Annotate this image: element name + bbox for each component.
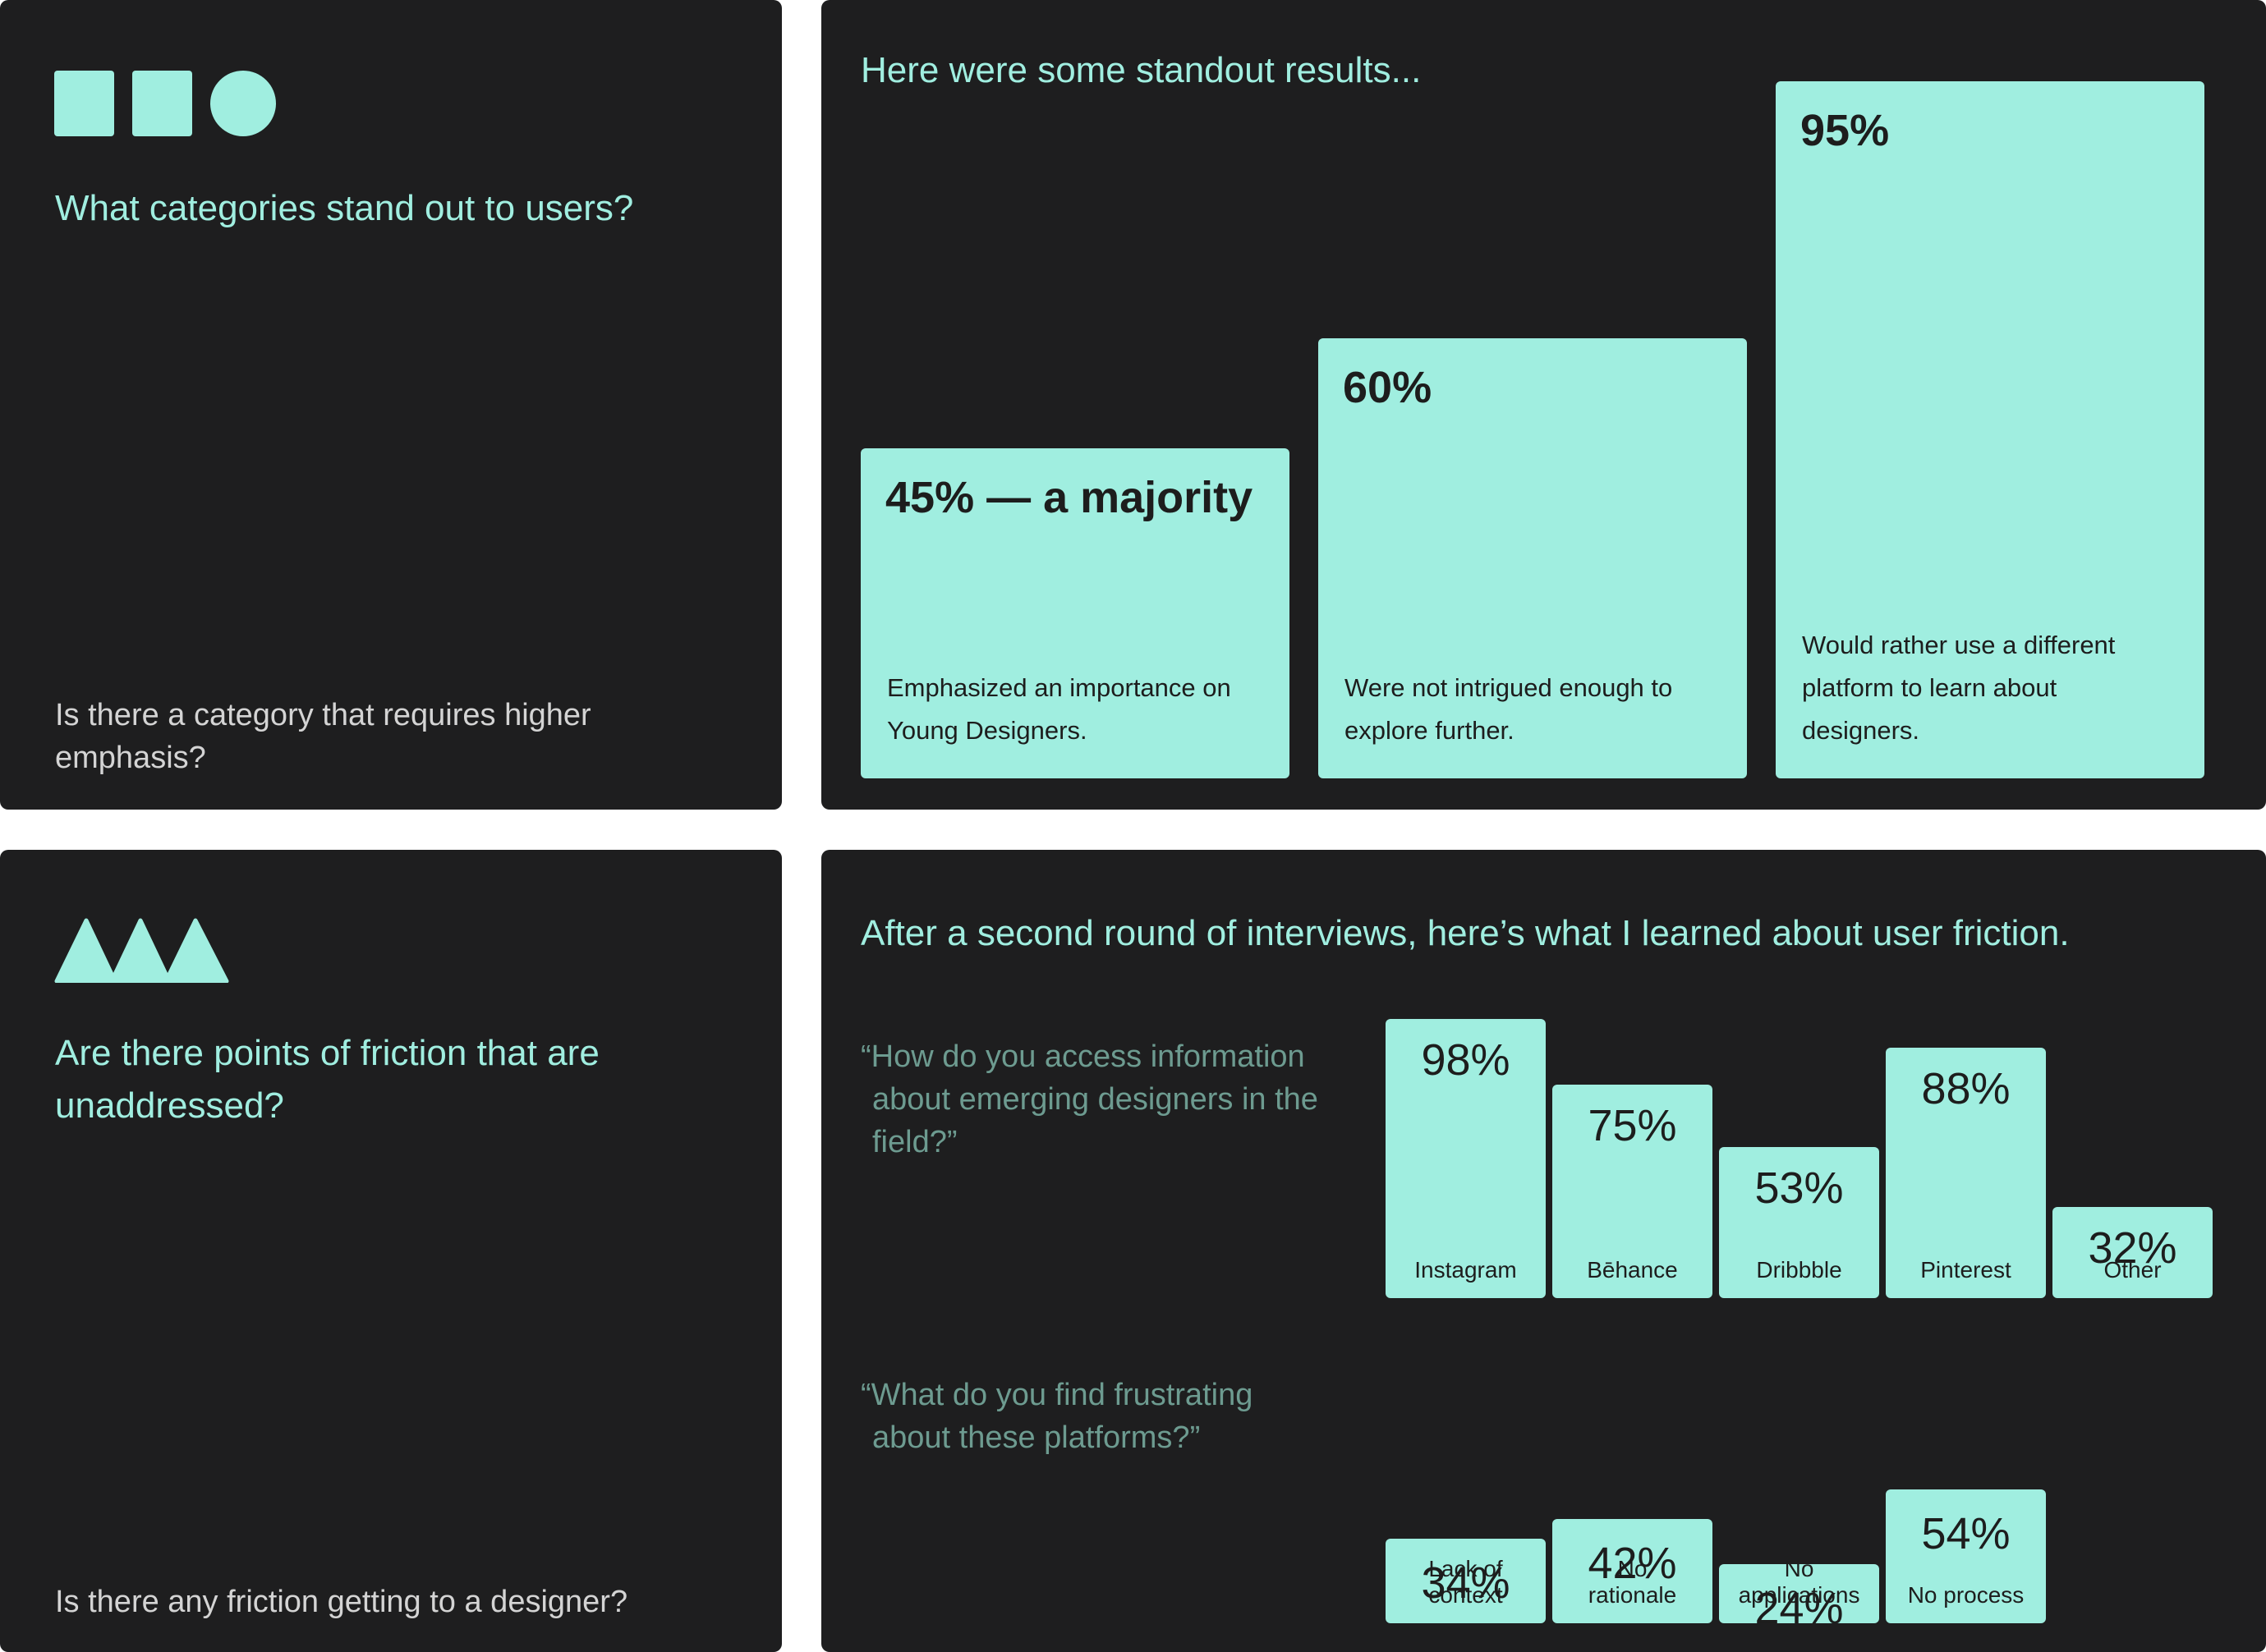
- bar-label: No process: [1907, 1582, 2025, 1608]
- access-question-quote: “How do you access information about eme…: [861, 1039, 1318, 1159]
- frustration-bar: 42% No rationale: [1552, 1519, 1712, 1623]
- result-value: 45% — a majority: [885, 473, 1253, 522]
- panel-subquestion: Is there a category that requires higher…: [55, 698, 591, 775]
- platform-bar: 53% Dribbble: [1719, 1147, 1879, 1298]
- platform-bar: 98% Instagram: [1386, 1019, 1546, 1298]
- bar-label: Pinterest: [1920, 1257, 2011, 1283]
- bar-value: 32%: [2088, 1223, 2177, 1273]
- panel-question: What categories stand out to users?: [55, 188, 634, 228]
- categories-panel: What categories stand out to users? Is t…: [0, 0, 782, 810]
- standout-results-panel: Here were some standout results... 45% —…: [821, 0, 2266, 810]
- result-value: 60%: [1343, 363, 1432, 412]
- panel-question: Are there points of friction that are un…: [55, 1033, 600, 1126]
- bar-label: Dribbble: [1756, 1257, 1842, 1283]
- result-bar: 95% Would rather use a different platform…: [1776, 81, 2204, 778]
- frustration-bar: 24% No applications: [1719, 1556, 1879, 1633]
- bar-value: 88%: [1921, 1064, 2011, 1113]
- user-friction-panel: After a second round of interviews, here…: [821, 850, 2266, 1652]
- bar-value: 54%: [1921, 1509, 2011, 1558]
- panel-title: Here were some standout results...: [861, 50, 1422, 90]
- triangles-icon: [54, 918, 229, 983]
- frustration-question-quote: “What do you find frustrating about thes…: [861, 1378, 1253, 1455]
- bar-value: 34%: [1421, 1558, 1510, 1608]
- result-description: Emphasized an importance on Young Design…: [887, 673, 1231, 745]
- frustration-bar: 34% Lack of context: [1386, 1539, 1546, 1623]
- frustration-bar: 54% No process: [1886, 1489, 2046, 1623]
- bar-label: Bēhance: [1587, 1257, 1678, 1283]
- result-description: Were not intrigued enough to explore fur…: [1344, 673, 1673, 745]
- panel-title: After a second round of interviews, here…: [861, 913, 2070, 953]
- result-bar: 45% — a majority Emphasized an importance…: [861, 448, 1289, 778]
- platform-bar: 32% Other: [2052, 1207, 2213, 1298]
- platform-bar: 88% Pinterest: [1886, 1048, 2046, 1298]
- platform-bar: 75% Bēhance: [1552, 1085, 1712, 1298]
- square-square-circle-icon: [54, 71, 276, 136]
- bar-value: 42%: [1588, 1539, 1677, 1588]
- friction-panel: Are there points of friction that are un…: [0, 850, 782, 1652]
- bar-value: 53%: [1754, 1163, 1844, 1213]
- result-value: 95%: [1800, 106, 1890, 155]
- result-bar: 60% Were not intrigued enough to explore …: [1318, 338, 1747, 778]
- bar-label: Lack of context: [1428, 1556, 1503, 1608]
- bar-value: 98%: [1421, 1035, 1510, 1085]
- bar-value: 24%: [1754, 1584, 1844, 1633]
- bar-label: Other: [2103, 1257, 2162, 1283]
- bar-label: No rationale: [1588, 1556, 1677, 1608]
- panel-subquestion: Is there any friction getting to a desig…: [55, 1585, 628, 1619]
- result-description: Would rather use a different platform to…: [1802, 631, 2116, 745]
- bar-label: No applications: [1738, 1556, 1860, 1608]
- bar-label: Instagram: [1414, 1257, 1517, 1283]
- bar-value: 75%: [1588, 1101, 1677, 1150]
